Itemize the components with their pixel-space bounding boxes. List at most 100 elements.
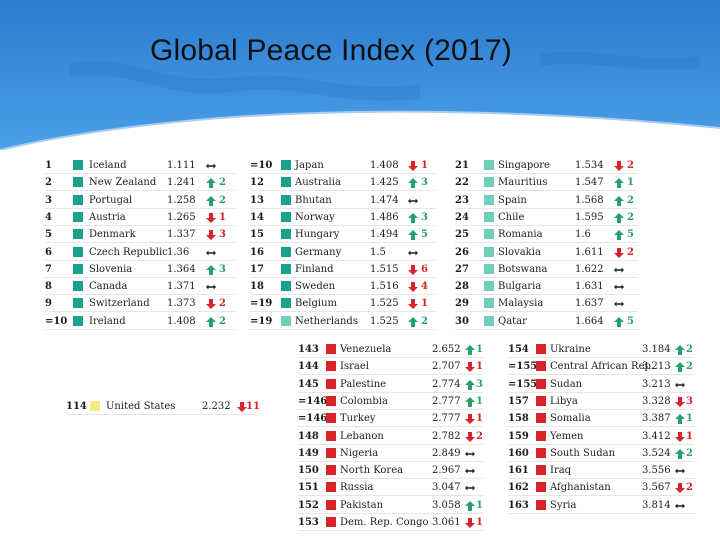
score-color-swatch (90, 401, 100, 411)
score-color-swatch (484, 177, 494, 188)
score-cell: 2.774 (432, 378, 461, 390)
arrow-up-icon (464, 342, 476, 356)
table-row: 25 Romania 1.6 5 (455, 226, 638, 244)
table-row: 114 United States 2.232 11 (66, 398, 260, 415)
rank-cell: 28 (455, 281, 469, 293)
score-color-swatch (536, 482, 546, 493)
arrow-down-icon (464, 515, 476, 529)
country-cell: Bulgaria (498, 281, 542, 293)
score-cell: 1.36 (167, 246, 190, 258)
table-row: 162 Afghanistan 3.567 2 (508, 479, 694, 497)
country-cell: Syria (550, 499, 577, 511)
score-color-swatch (281, 263, 291, 274)
score-color-swatch (73, 315, 83, 326)
arrow-down-icon (464, 429, 476, 443)
rank-cell: =146 (298, 395, 328, 407)
score-color-swatch (73, 211, 83, 222)
score-cell: 3.524 (642, 447, 671, 459)
rank-change-cell: 1 (476, 517, 483, 528)
arrow-down-icon (205, 227, 217, 241)
table-row: 152 Pakistan 3.058 1 (298, 497, 483, 514)
score-cell: 1.525 (370, 298, 399, 310)
table-row: 21 Singapore 1.534 2 (455, 157, 638, 174)
country-cell: New Zealand (89, 177, 157, 189)
score-cell: 1.486 (370, 211, 399, 223)
country-cell: Somalia (550, 413, 591, 425)
country-cell: Japan (295, 160, 324, 171)
rank-change-cell: 2 (686, 361, 693, 373)
rank-cell: 26 (455, 246, 469, 258)
rank-cell: 9 (45, 298, 52, 310)
rank-cell: =155 (508, 361, 538, 373)
rank-change-cell: 2 (627, 246, 634, 258)
score-color-swatch (536, 344, 546, 354)
score-color-swatch (536, 395, 546, 406)
rank-cell: 30 (455, 315, 469, 327)
rank-cell: 17 (250, 263, 264, 275)
table-row: 24 Chile 1.595 2 (455, 209, 638, 226)
arrow-up-icon (613, 193, 625, 207)
country-cell: Chile (498, 211, 525, 223)
score-color-swatch (536, 465, 546, 476)
rank-cell: 162 (508, 482, 529, 494)
score-color-swatch (326, 482, 336, 493)
score-color-swatch (536, 447, 546, 458)
score-color-swatch (536, 378, 546, 389)
country-cell: North Korea (340, 465, 404, 477)
table-row: 163 Syria 3.814 (508, 497, 694, 514)
table-row: 2 New Zealand 1.241 2 (45, 174, 235, 192)
table-row: 9 Switzerland 1.373 2 (45, 295, 235, 313)
country-cell: United States (106, 401, 176, 412)
arrow-up-icon (407, 314, 419, 328)
rank-cell: 144 (298, 361, 319, 373)
arrow-left-right-icon (464, 463, 476, 477)
arrow-left-right-icon (674, 377, 686, 391)
rank-cell: 25 (455, 229, 469, 241)
score-cell: 2.232 (202, 401, 231, 412)
country-cell: Australia (295, 177, 341, 189)
country-cell: Czech Republic (89, 246, 168, 258)
rank-change-cell: 5 (627, 315, 634, 327)
table-row: =10 Japan 1.408 1 (250, 157, 435, 174)
rank-change-cell: 2 (627, 194, 634, 206)
rank-cell: 150 (298, 465, 319, 477)
table-row: =19 Netherlands 1.525 2 (250, 313, 435, 330)
table-row: 153 Dem. Rep. Congo 3.061 1 (298, 514, 483, 531)
table-row: =10 Ireland 1.408 2 (45, 313, 235, 330)
rank-cell: =10 (250, 160, 273, 171)
score-cell: 1.534 (575, 160, 604, 171)
table-row: 8 Canada 1.371 (45, 278, 235, 296)
score-color-swatch (281, 281, 291, 292)
arrow-up-icon (613, 175, 625, 189)
slide-title: Global Peace Index (2017) (150, 34, 512, 67)
score-cell: 1.631 (575, 281, 604, 293)
rank-cell: 27 (455, 263, 469, 275)
arrow-up-icon (613, 210, 625, 224)
country-cell: Malaysia (498, 298, 544, 310)
rank-cell: 14 (250, 211, 264, 223)
rank-cell: 159 (508, 430, 529, 442)
score-color-swatch (326, 465, 336, 476)
table-row: 3 Portugal 1.258 2 (45, 192, 235, 209)
country-cell: South Sudan (550, 447, 616, 459)
score-color-swatch (73, 229, 83, 240)
score-cell: 2.707 (432, 361, 461, 373)
arrow-up-icon (674, 446, 686, 460)
score-color-swatch (484, 281, 494, 292)
arrow-up-icon (407, 175, 419, 189)
score-cell: 3.328 (642, 395, 671, 407)
score-cell: 1.408 (167, 315, 196, 327)
country-cell: Libya (550, 395, 578, 407)
rank-change-cell: 2 (686, 344, 693, 355)
score-color-swatch (326, 413, 336, 424)
score-cell: 1.408 (370, 160, 399, 171)
score-color-swatch (281, 177, 291, 188)
rank-cell: 158 (508, 413, 529, 425)
arrow-down-icon (674, 394, 686, 408)
arrow-up-icon (674, 411, 686, 425)
country-cell: Slovenia (89, 263, 133, 275)
rank-cell: 18 (250, 281, 264, 293)
rank-change-cell: 2 (686, 482, 693, 494)
arrow-left-right-icon (613, 262, 625, 276)
rank-cell: =146 (298, 413, 328, 425)
